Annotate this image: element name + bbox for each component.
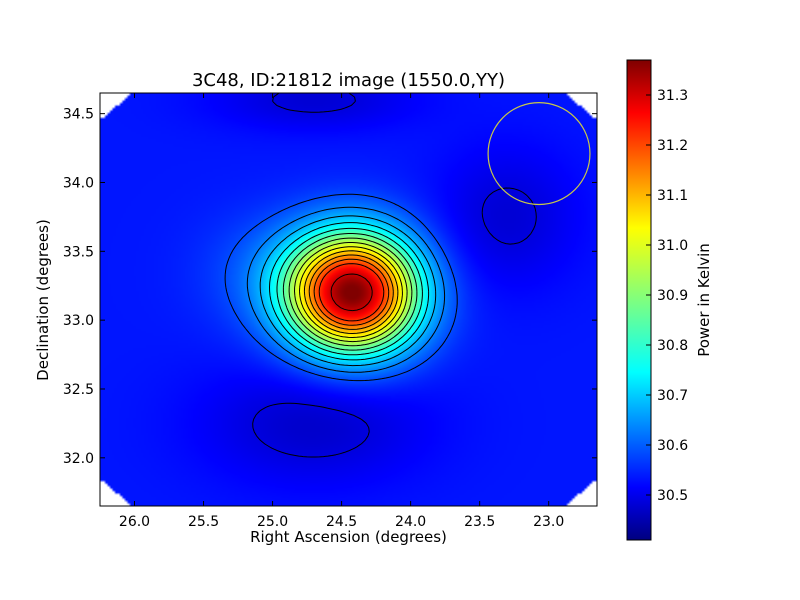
contour-level-13 <box>318 263 385 322</box>
colorbar-gradient <box>627 60 651 540</box>
contour-level-11 <box>308 254 394 330</box>
colorbar: 30.5 30.6 30.7 30.8 30.9 31.0 31.1 31.2 31.3 Pow… <box>626 59 713 541</box>
contour-level-10 <box>303 250 399 334</box>
colorbar-tick-label: 30.7 <box>657 388 688 404</box>
y-axis-ticks: 32.0 32.5 33.0 33.5 34.0 34.5 <box>63 107 597 467</box>
heatmap-image <box>100 93 597 506</box>
contour-level-8 <box>294 242 408 343</box>
x-tick-label: 24.0 <box>395 514 426 530</box>
contour-level-14 <box>330 273 373 312</box>
colorbar-tick-label: 31.3 <box>657 88 688 104</box>
x-axis-label: Right Ascension (degrees) <box>250 528 447 546</box>
contour-level-3 <box>259 215 437 367</box>
colorbar-label: Power in Kelvin <box>695 243 713 357</box>
x-tick-label: 26.0 <box>119 514 150 530</box>
colorbar-tick-label: 30.5 <box>657 488 688 504</box>
y-tick-label: 33.0 <box>63 313 94 329</box>
colorbar-tick-label: 31.0 <box>657 238 688 254</box>
contour-level-0 <box>252 93 537 458</box>
contour-level-9 <box>299 246 403 338</box>
contour-level-5 <box>276 227 423 356</box>
colorbar-tick-label: 31.2 <box>657 138 688 154</box>
y-tick-label: 34.5 <box>63 107 94 123</box>
colorbar-tick-label: 30.6 <box>657 438 688 454</box>
x-tick-label: 23.0 <box>533 514 564 530</box>
x-tick-label: 25.0 <box>257 514 288 530</box>
beam-circle <box>487 102 591 206</box>
contour-level-1 <box>224 193 458 382</box>
x-tick-label: 23.5 <box>464 514 495 530</box>
plot-area <box>99 92 598 507</box>
contour-lines <box>224 93 537 458</box>
contour-level-7 <box>288 237 413 347</box>
plot-frame <box>99 92 598 507</box>
x-tick-label: 25.5 <box>188 514 219 530</box>
contour-level-6 <box>282 233 418 351</box>
y-tick-label: 34.0 <box>63 175 94 191</box>
colorbar-tick-label: 30.8 <box>657 338 688 354</box>
y-axis-label: Declination (degrees) <box>34 219 52 381</box>
y-tick-label: 32.0 <box>63 451 94 467</box>
colorbar-tick-label: 31.1 <box>657 188 688 204</box>
contour-level-2 <box>246 206 446 373</box>
y-tick-label: 33.5 <box>63 244 94 260</box>
colorbar-tick-label: 30.9 <box>657 288 688 304</box>
contour-level-4 <box>269 222 430 361</box>
colorbar-ticks: 30.5 30.6 30.7 30.8 30.9 31.0 31.1 31.2 31.3 <box>646 88 688 504</box>
y-tick-label: 32.5 <box>63 382 94 398</box>
colorbar-frame <box>626 59 652 541</box>
chart-title: 3C48, ID:21812 image (1550.0,YY) <box>192 70 505 91</box>
contour-level-12 <box>313 258 390 326</box>
x-tick-label: 24.5 <box>326 514 357 530</box>
x-axis-ticks: 26.0 25.5 25.0 24.5 24.0 23.5 23.0 <box>119 93 564 530</box>
